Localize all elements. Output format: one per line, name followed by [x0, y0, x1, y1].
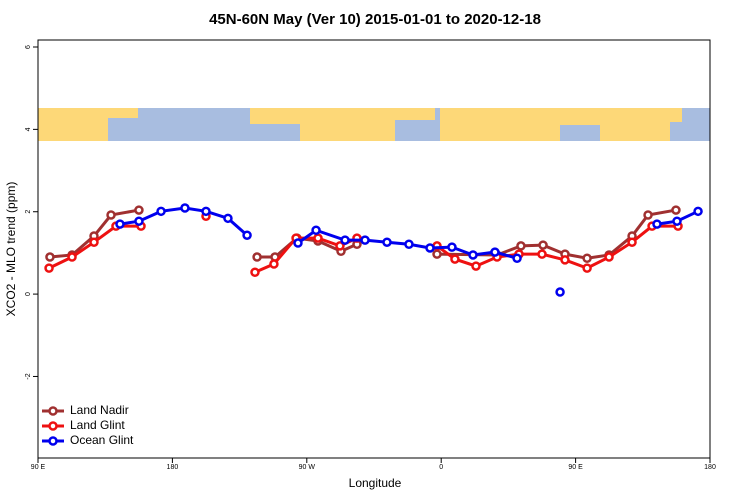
point	[180, 203, 190, 213]
point	[250, 267, 260, 278]
point	[672, 216, 682, 226]
point	[293, 238, 303, 248]
x-tick-label: 180	[167, 464, 179, 471]
chart-title: 45N-60N May (Ver 10) 2015-01-01 to 2020-…	[209, 11, 541, 28]
x-tick-label: 180	[704, 464, 716, 471]
point	[242, 230, 252, 240]
x-tick-label: 90 W	[299, 464, 316, 471]
point	[115, 219, 125, 229]
legend-label: Ocean Glint	[70, 433, 134, 447]
point	[432, 249, 442, 259]
point	[360, 235, 370, 245]
point	[134, 205, 144, 215]
point	[490, 247, 500, 257]
point	[67, 252, 77, 262]
point	[555, 287, 565, 297]
point	[693, 206, 703, 217]
y-tick-label: -2	[25, 373, 32, 379]
point	[223, 213, 233, 224]
point	[156, 206, 166, 217]
point	[201, 206, 211, 217]
point	[643, 210, 653, 220]
legend-label: Land Glint	[70, 418, 125, 432]
legend-marker	[48, 436, 58, 446]
x-tick-label: 90 E	[31, 464, 46, 471]
point	[44, 263, 54, 273]
point	[311, 225, 321, 236]
point	[538, 240, 548, 250]
plot-frame	[37, 39, 711, 459]
point	[134, 216, 144, 226]
point	[45, 252, 55, 262]
series-line	[49, 208, 677, 260]
legend-label: Land Nadir	[70, 403, 129, 417]
point	[537, 249, 547, 259]
y-tick-label: 0	[25, 292, 32, 296]
point	[512, 253, 522, 264]
y-tick-label: 6	[25, 45, 32, 49]
point	[604, 252, 614, 262]
y-tick-label: 4	[25, 127, 32, 131]
point	[335, 241, 345, 251]
point	[404, 239, 414, 250]
point	[252, 252, 262, 262]
point	[471, 261, 481, 271]
point	[671, 205, 681, 215]
legend-marker	[48, 406, 58, 416]
x-tick-label: 0	[439, 464, 443, 471]
legend-marker	[48, 421, 58, 431]
map-strip	[38, 108, 710, 141]
point	[106, 210, 116, 220]
point	[89, 237, 99, 247]
point	[313, 233, 323, 243]
point	[450, 254, 460, 264]
point	[425, 243, 435, 253]
point	[582, 263, 592, 273]
y-axis-label: XCO2 - MLO trend (ppm)	[4, 182, 18, 317]
point	[468, 250, 478, 260]
point	[340, 235, 350, 245]
point	[560, 255, 570, 265]
point	[447, 242, 457, 252]
point	[382, 237, 392, 247]
point	[652, 219, 662, 229]
point	[627, 237, 637, 247]
x-tick-label: 90 E	[568, 464, 583, 471]
y-tick-label: 2	[25, 210, 32, 214]
point	[582, 253, 592, 264]
x-axis-label: Longitude	[349, 476, 402, 490]
point	[516, 241, 526, 251]
point	[269, 259, 279, 269]
